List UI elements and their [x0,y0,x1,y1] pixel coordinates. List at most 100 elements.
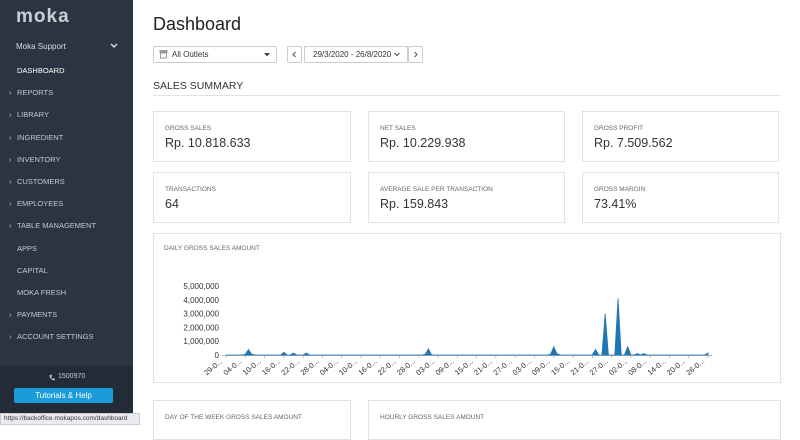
summary-card: TRANSACTIONS 64 [153,172,351,223]
card-label: AVERAGE SALE PER TRANSACTION [380,186,493,193]
x-tick-label: 26-0... [684,357,706,378]
menu-item[interactable]: › PAYMENTS [9,310,57,319]
menu-item[interactable]: APPS [17,244,37,253]
summary-card: NET SALES Rp. 10.229.938 [368,111,565,162]
chart-title: DAILY GROSS SALES AMOUNT [164,245,260,252]
card-value: Rp. 10.818.633 [165,136,251,150]
x-tick-label: 10-0... [241,357,263,378]
menu-label: CUSTOMERS [17,177,65,186]
x-tick-label: 27-0... [491,357,513,378]
menu-chevron: › [9,154,12,164]
x-tick-label: 04-0... [221,357,243,378]
x-tick-label: 02-0... [607,357,629,378]
date-caret [393,52,400,57]
x-tick-label: 21-0... [472,357,494,378]
card-label: GROSS PROFIT [594,125,644,132]
menu-label: TABLE MANAGEMENT [17,221,97,231]
y-tick-label: 4,000,000 [183,296,219,305]
prev-icon [292,51,296,58]
card-label: NET SALES [380,125,416,132]
x-tick-label: 09-0... [434,357,456,378]
date-range: 29/3/2020 - 26/8/2020 [313,50,392,59]
card-value: 73.41% [594,197,637,211]
help-button[interactable]: Tutorials & Help [14,388,113,403]
x-tick-label: 29-0... [202,357,224,378]
menu-item[interactable]: DASHBOARD [17,66,65,75]
menu-label: PAYMENTS [17,310,58,320]
menu-chevron: › [9,310,12,320]
menu-item[interactable]: › INVENTORY [9,155,60,164]
store-icon [159,50,168,59]
next-range-button[interactable] [408,46,423,63]
logo[interactable]: moka [16,6,70,27]
x-tick-label: 27-0... [588,357,610,378]
card-label: GROSS SALES [165,125,212,132]
x-tick-label: 20-0... [665,357,687,378]
menu-chevron: › [9,332,12,342]
menu-item[interactable]: › INGREDIENT [9,133,63,142]
x-tick-label: 04-0... [318,357,340,378]
menu-item[interactable]: MOKA FRESH [17,288,66,297]
menu-item[interactable]: CAPITAL [17,266,48,275]
menu-item[interactable]: › ACCOUNT SETTINGS [9,332,94,341]
x-tick-label: 21-0... [569,357,591,378]
prev-range-button[interactable] [287,46,302,63]
menu-label: DASHBOARD [17,66,65,75]
card-label: GROSS MARGIN [594,186,646,193]
menu-label: INVENTORY [17,154,61,164]
select-caret [264,53,270,57]
y-tick-label: 3,000,000 [183,310,219,319]
outlet-filter[interactable]: All Outlets [153,46,277,63]
y-tick-label: 2,000,000 [183,323,219,332]
next-icon [414,51,418,58]
section-title: SALES SUMMARY [153,80,244,92]
date-range-picker[interactable]: 29/3/2020 - 26/8/2020 [304,46,408,63]
summary-card: GROSS SALES Rp. 10.818.633 [153,111,351,162]
menu-label: INGREDIENT [17,132,64,142]
x-tick-label: 15-0... [453,357,475,378]
card-value: 64 [165,197,179,211]
menu-label: REPORTS [17,88,54,98]
x-tick-label: 14-0... [646,357,668,378]
menu-item[interactable]: › TABLE MANAGEMENT [9,221,96,230]
x-tick-label: 09-0... [530,357,552,378]
x-tick-label: 16-0... [356,357,378,378]
x-tick-label: 03-0... [511,357,533,378]
menu-item[interactable]: › CUSTOMERS [9,177,65,186]
menu-item[interactable]: › EMPLOYEES [9,199,63,208]
card-title: HOURLY GROSS SALES AMOUNT [380,414,485,421]
x-tick-label: 15-0... [549,357,571,378]
x-tick-label: 16-0... [260,357,282,378]
y-tick-label: 0 [215,351,220,360]
x-tick-label: 28-0... [299,357,321,378]
card-value: Rp. 159.843 [380,197,449,211]
menu-label: EMPLOYEES [17,199,64,209]
menu-item[interactable]: › REPORTS [9,88,53,97]
y-tick-label: 5,000,000 [183,282,219,291]
card-label: TRANSACTIONS [165,186,216,193]
menu-chevron: › [9,110,12,120]
page: moka Moka Support DASHBOARD › REPORTS › LIBR… [0,0,781,440]
menu-chevron: › [9,177,12,186]
menu-label: CAPITAL [17,265,48,275]
phone-icon [49,374,55,381]
menu-item[interactable]: › LIBRARY [9,110,49,119]
summary-card: GROSS PROFIT Rp. 7.509.562 [582,111,779,162]
menu-chevron: › [9,221,12,231]
area [226,298,709,356]
chart: DAILY GROSS SALES AMOUNT 0 1,000,000 2,000… [164,245,712,378]
hourly-card: HOURLY GROSS SALES AMOUNT [368,400,781,440]
x-tick-label: 10-0... [337,357,359,378]
x-tick-label: 22-0... [279,357,301,378]
summary-card: AVERAGE SALE PER TRANSACTION Rp. 159.843 [368,172,565,223]
x-tick-label: 28-0... [395,357,417,378]
account-chevron[interactable] [110,43,118,49]
page-title: Dashboard [153,14,242,34]
menu-label: APPS [17,243,38,253]
x-tick-label: 08-0... [626,357,648,378]
card-value: Rp. 10.229.938 [380,136,466,150]
card-title: DAY OF THE WEEK GROSS SALES AMOUNT [165,414,302,421]
account-switcher[interactable]: Moka Support [16,42,66,51]
menu-label: ACCOUNT SETTINGS [17,332,94,342]
menu-chevron: › [9,88,12,98]
